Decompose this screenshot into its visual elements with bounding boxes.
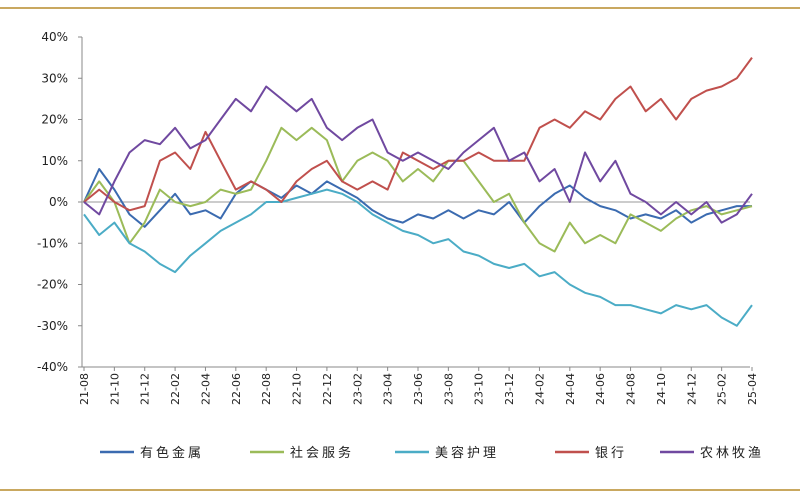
x-tick-label: 22-08	[260, 373, 273, 405]
x-tick-label: 24-04	[564, 373, 577, 405]
legend-label: 银行	[595, 446, 627, 461]
x-tick-label: 25-04	[746, 373, 759, 405]
x-tick-label: 23-12	[503, 373, 516, 405]
legend-label: 农林牧渔	[700, 446, 764, 461]
y-tick-label: -20%	[37, 278, 68, 292]
y-tick-label: 10%	[41, 154, 68, 168]
x-tick-label: 22-10	[291, 373, 304, 405]
x-tick-label: 24-08	[625, 373, 638, 405]
y-tick-label: -10%	[37, 236, 68, 250]
legend-label: 美容护理	[435, 445, 499, 461]
y-tick-label: 40%	[41, 30, 68, 44]
y-tick-label: 20%	[41, 113, 68, 127]
x-tick-label: 23-10	[473, 373, 486, 405]
y-tick-label: -40%	[37, 360, 68, 374]
x-tick-label: 22-02	[169, 373, 182, 405]
x-tick-label: 24-12	[685, 373, 698, 405]
x-tick-label: 23-06	[412, 373, 425, 405]
y-tick-label: 30%	[41, 71, 68, 85]
x-tick-label: 25-02	[716, 373, 729, 405]
x-tick-label: 23-02	[351, 373, 364, 405]
x-tick-label: 22-12	[321, 373, 334, 405]
x-tick-label: 23-04	[382, 373, 395, 405]
series-line	[83, 126, 753, 253]
x-tick-label: 21-12	[139, 373, 152, 405]
series-line	[83, 57, 753, 212]
x-tick-label: 24-02	[533, 373, 546, 405]
legend-label: 社会服务	[290, 445, 354, 461]
x-tick-label: 22-06	[230, 373, 243, 405]
y-tick-label: -30%	[37, 319, 68, 333]
x-tick-label: 22-04	[199, 373, 212, 405]
series-line	[83, 188, 753, 327]
x-tick-label: 21-08	[78, 373, 91, 405]
x-tick-label: 23-08	[442, 373, 455, 405]
legend-label: 有色金属	[140, 445, 204, 461]
series-line	[83, 168, 752, 228]
y-tick-label: 0%	[49, 195, 68, 209]
x-tick-label: 24-06	[594, 373, 607, 405]
x-tick-label: 21-10	[108, 373, 121, 405]
x-tick-label: 24-10	[655, 373, 668, 405]
series-line	[83, 85, 753, 224]
